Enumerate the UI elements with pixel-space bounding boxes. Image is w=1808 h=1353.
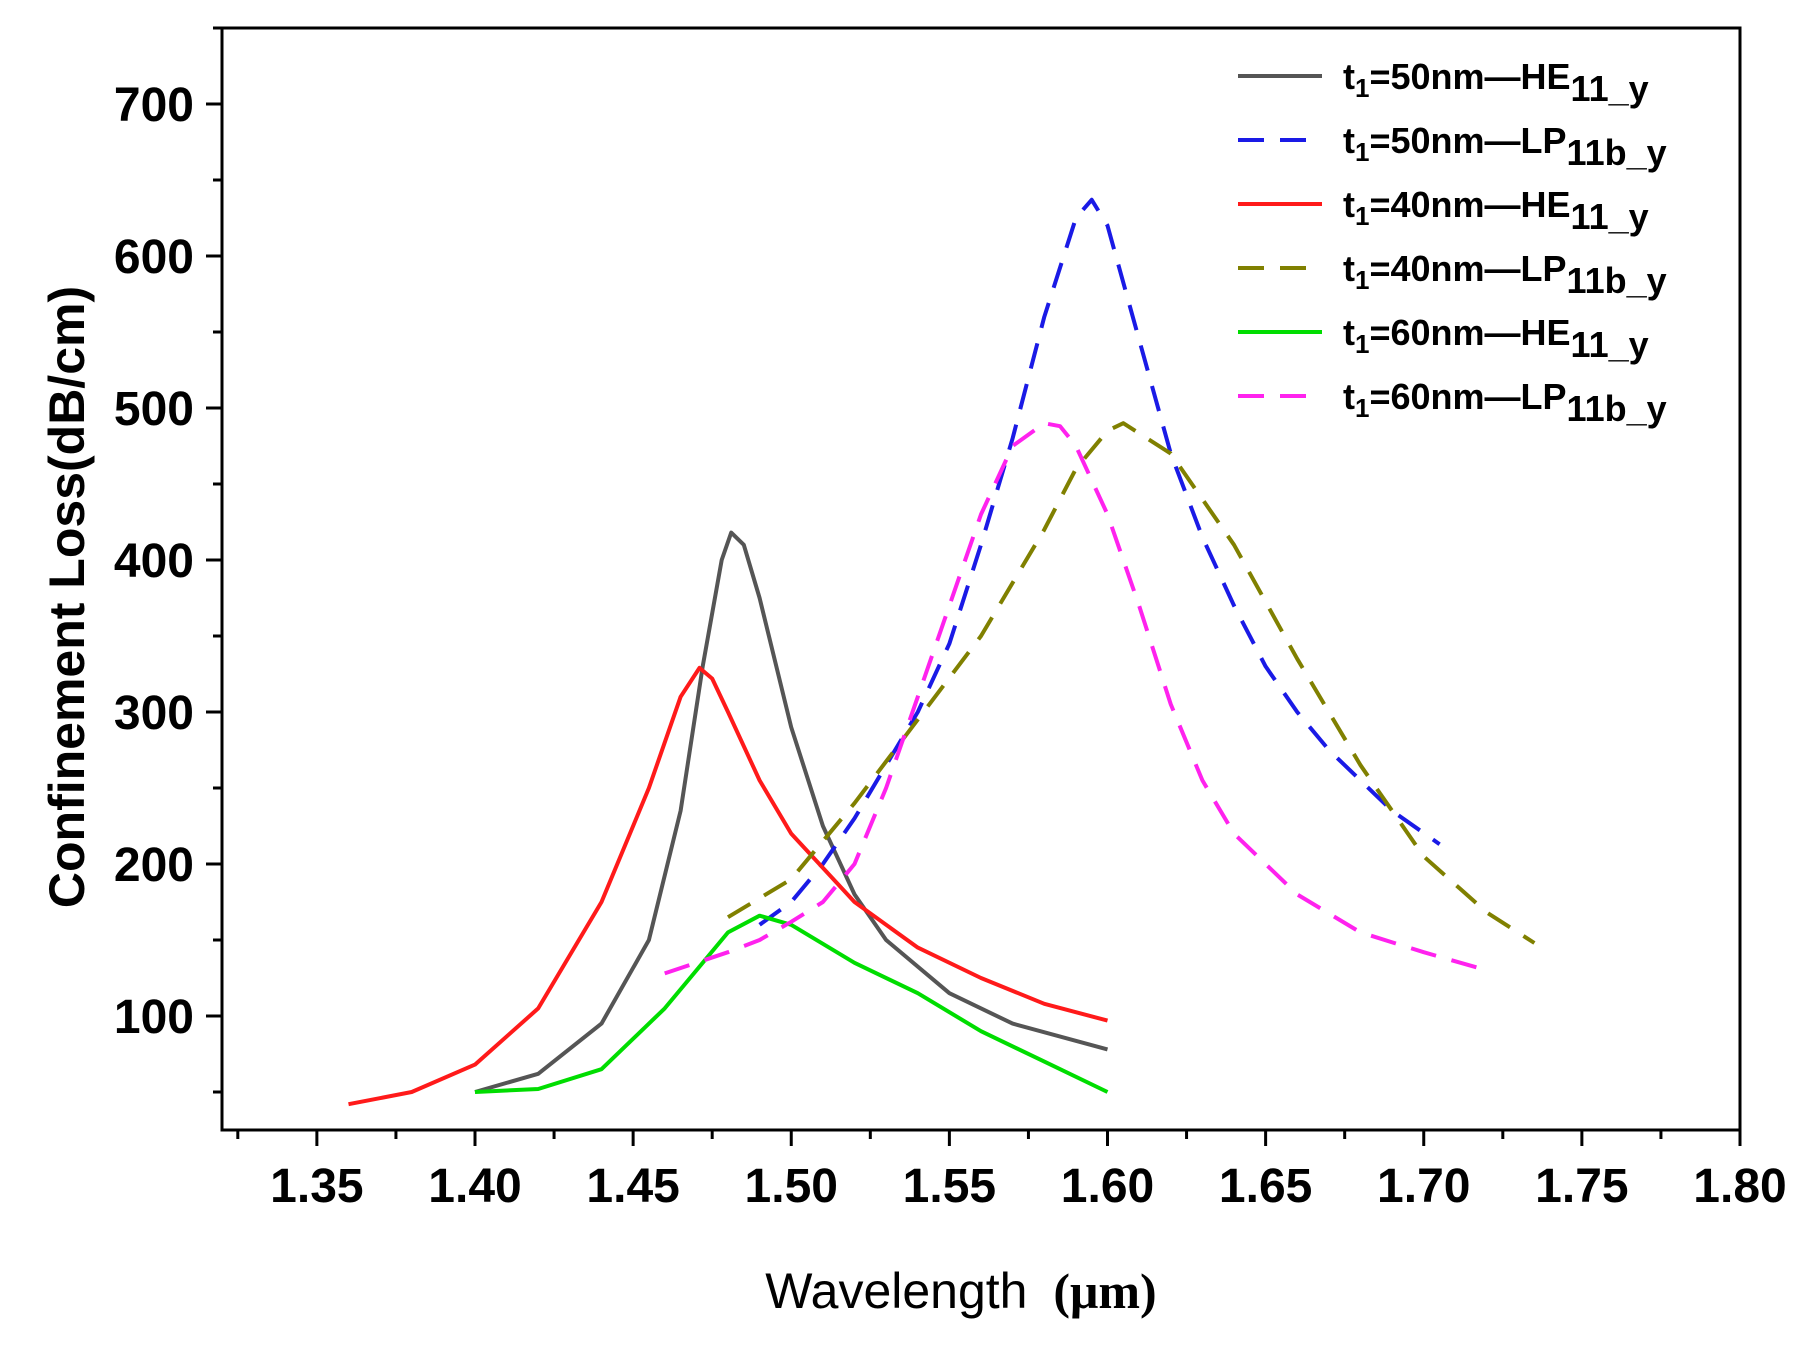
legend-text-part: =60nm—LP [1369,376,1566,417]
series-line-2 [758,197,1441,927]
plot-frame [220,26,1742,1132]
legend-subscript: 11b_y [1567,132,1667,173]
legend-text-part: t [1343,312,1355,353]
y-tick-label: 700 [114,79,194,132]
x-tick-label: 1.60 [1061,1160,1154,1213]
x-axis-ticks: 1.35 1.40 1.45 1.50 1.55 1.60 1.65 1.70 1.75 1.80 [236,1130,1787,1213]
legend: t1=50nm—HE11_yt1=50nm—LP11b_yt1=40nm—HE1… [1238,56,1667,429]
legend-text-part: =40nm—LP [1369,248,1566,289]
x-tick-label: 1.35 [270,1160,363,1213]
y-tick-label: 500 [114,383,194,436]
x-axis-title-unit: (μm) [1053,1263,1156,1319]
legend-subscript: 1 [1355,329,1369,359]
x-tick-label: 1.65 [1219,1160,1312,1213]
y-tick-label: 600 [114,231,194,284]
legend-label-5: t1=60nm—HE11_y [1343,312,1649,365]
x-tick-label: 1.50 [745,1160,838,1213]
legend-text-part: t [1343,376,1355,417]
y-tick-label: 400 [114,535,194,588]
x-tick-label: 1.70 [1377,1160,1470,1213]
x-axis-title: Wavelength (μm) [765,1263,1156,1319]
series-line-5 [474,913,1109,1094]
legend-text-part: =50nm—LP [1369,120,1566,161]
y-axis-ticks: 100 200 300 400 500 600 700 [114,26,222,1094]
legend-label-6: t1=60nm—LP11b_y [1343,376,1667,429]
x-tick-label: 1.40 [428,1160,521,1213]
x-tick-label: 1.75 [1535,1160,1628,1213]
y-tick-label: 200 [114,839,194,892]
legend-subscript: 1 [1355,393,1369,423]
legend-text-part: t [1343,184,1355,225]
legend-text-part: =40nm—HE [1369,184,1570,225]
series-line-6 [664,421,1488,976]
legend-subscript: 1 [1355,201,1369,231]
legend-subscript: 11_y [1571,196,1649,237]
y-tick-label: 300 [114,687,194,740]
legend-label-2: t1=50nm—LP11b_y [1343,120,1667,173]
series-line-1 [474,530,1109,1094]
y-tick-label: 100 [114,991,194,1044]
legend-text-part: t [1343,120,1355,161]
legend-subscript: 11_y [1571,324,1649,365]
legend-subscript: 11b_y [1567,388,1667,429]
legend-text-part: t [1343,56,1355,97]
legend-label-4: t1=40nm—LP11b_y [1343,248,1667,301]
legend-subscript: 1 [1355,137,1369,167]
legend-subscript: 11b_y [1567,260,1667,301]
legend-subscript: 1 [1355,73,1369,103]
legend-text-part: t [1343,248,1355,289]
y-axis-title: Confinement Loss(dB/cm) [39,286,95,908]
series-layer [348,197,1536,1107]
x-tick-label: 1.55 [903,1160,996,1213]
legend-text-part: =50nm—HE [1369,56,1570,97]
legend-label-3: t1=40nm—HE11_y [1343,184,1649,237]
legend-subscript: 1 [1355,265,1369,295]
series-line-4 [726,421,1536,945]
legend-text-part: =60nm—HE [1369,312,1570,353]
x-axis-title-main: Wavelength [765,1263,1027,1319]
x-tick-label: 1.80 [1693,1160,1786,1213]
legend-label-1: t1=50nm—HE11_y [1343,56,1649,109]
x-tick-label: 1.45 [586,1160,679,1213]
legend-subscript: 11_y [1571,68,1649,109]
series-line-3 [348,665,1109,1107]
